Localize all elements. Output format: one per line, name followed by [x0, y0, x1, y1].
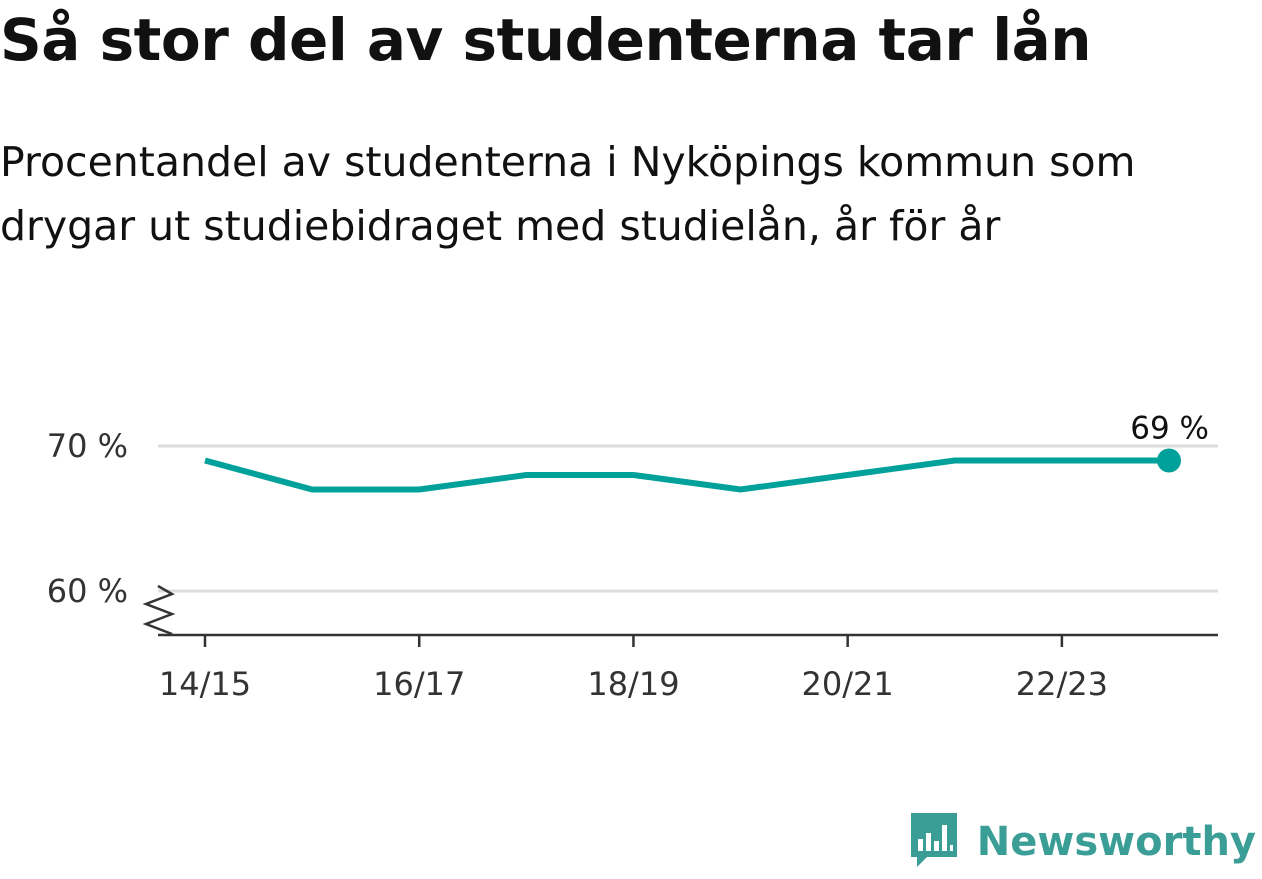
x-tick-label: 22/23 [1016, 665, 1108, 703]
newsworthy-logo-icon [909, 811, 959, 873]
y-tick-label: 70 % [47, 427, 128, 465]
x-tick-label: 20/21 [802, 665, 894, 703]
y-tick-label: 60 % [47, 572, 128, 610]
end-point-marker [1157, 448, 1181, 473]
chart-title: Så stor del av studenterna tar lån [0, 6, 1092, 74]
newsworthy-logo-text: Newsworthy [976, 819, 1256, 865]
axis-break-marker [142, 584, 176, 636]
chart-subtitle: Procentandel av studenterna i Nyköpings … [0, 138, 1136, 250]
x-tick-label: 18/19 [587, 665, 679, 703]
series-line [204, 457, 1169, 493]
end-value-label: 69 % [1130, 411, 1209, 447]
x-tick-label: 14/15 [159, 665, 251, 703]
newsworthy-logo: Newsworthy [909, 811, 1256, 873]
x-tick-label: 16/17 [373, 665, 465, 703]
